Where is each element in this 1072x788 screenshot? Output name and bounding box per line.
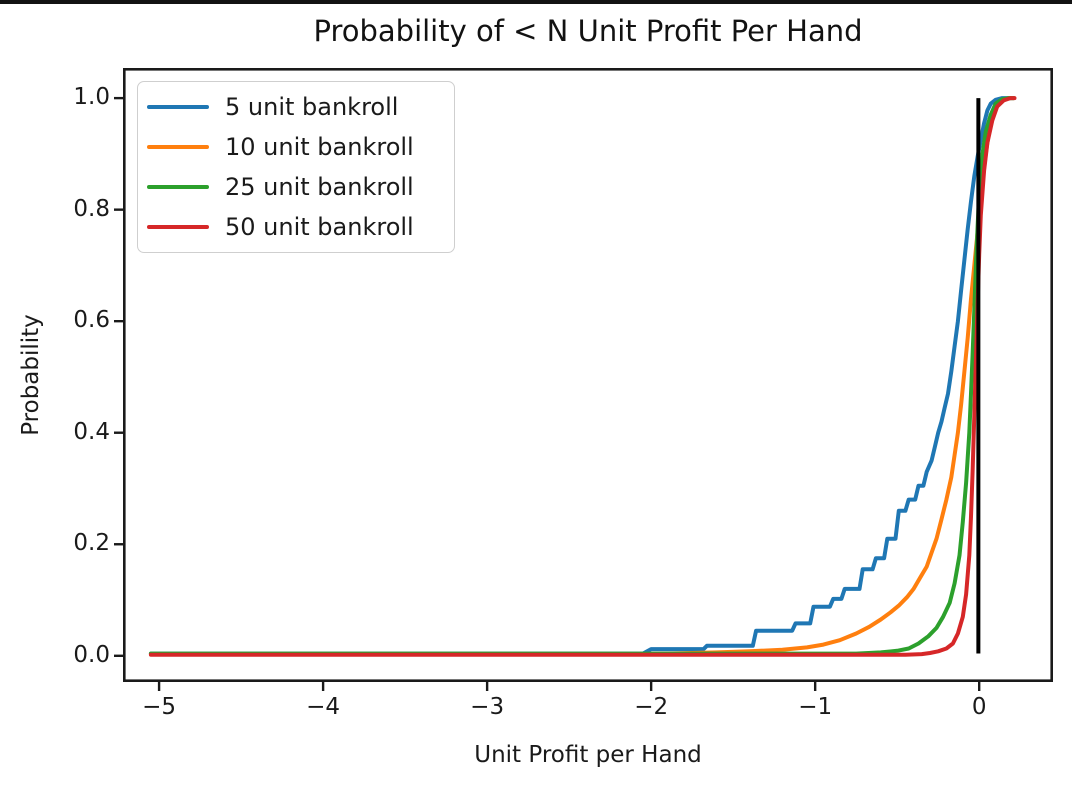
legend-label: 10 unit bankroll	[225, 133, 414, 161]
legend-label: 5 unit bankroll	[225, 93, 399, 121]
x-tick-label: −4	[306, 694, 341, 720]
x-tick-label: −2	[634, 694, 669, 720]
legend-line-sample	[147, 224, 209, 230]
tick-marks	[114, 96, 981, 691]
window-top-border	[0, 0, 1072, 4]
x-tick-label: −3	[470, 694, 505, 720]
legend: 5 unit bankroll 10 unit bankroll 25 unit b…	[137, 81, 455, 253]
series-line-50-unit-bankroll	[148, 96, 1017, 657]
series-line-5-unit-bankroll	[148, 96, 1016, 656]
x-axis-label: Unit Profit per Hand	[474, 742, 702, 768]
legend-line-sample	[147, 144, 209, 150]
chart-title: Probability of < N Unit Profit Per Hand	[313, 14, 863, 48]
legend-label: 25 unit bankroll	[225, 173, 414, 201]
series-line-25-unit-bankroll	[148, 96, 1016, 656]
series-lines	[148, 96, 1017, 657]
legend-item: 10 unit bankroll	[138, 128, 454, 166]
legend-label: 50 unit bankroll	[225, 213, 414, 241]
x-tick-label: 0	[971, 694, 987, 720]
y-tick-label: 0.6	[73, 307, 110, 334]
legend-item: 5 unit bankroll	[138, 88, 454, 126]
legend-line-sample	[147, 184, 209, 190]
y-axis-label: Probability	[18, 314, 44, 436]
x-tick-label: −5	[142, 694, 177, 720]
axes-spines	[122, 67, 1054, 683]
y-tick-label: 0.4	[73, 418, 110, 445]
legend-item: 50 unit bankroll	[138, 208, 454, 246]
legend-line-sample	[147, 104, 209, 110]
y-tick-label: 0.8	[73, 195, 110, 222]
y-tick-label: 0.0	[73, 641, 110, 668]
y-tick-label: 1.0	[73, 84, 110, 111]
x-tick-label: −1	[798, 694, 833, 720]
plot-area	[114, 67, 1054, 691]
y-tick-label: 0.2	[73, 530, 110, 557]
legend-item: 25 unit bankroll	[138, 168, 454, 206]
